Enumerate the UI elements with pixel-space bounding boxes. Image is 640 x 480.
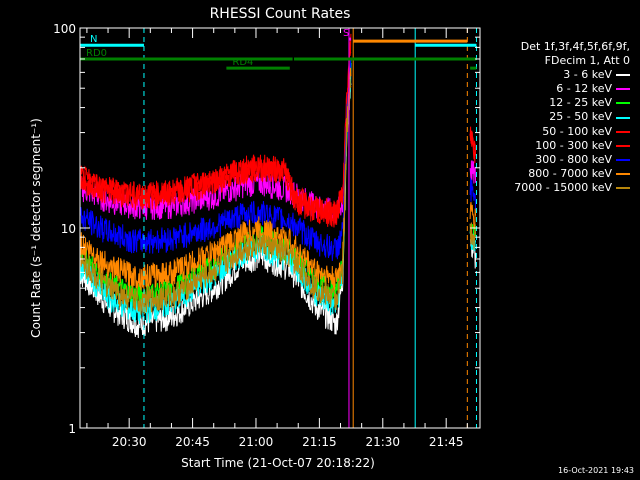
legend-item-label: 7000 - 15000 keV	[514, 180, 612, 194]
legend-item: 3 - 6 keV	[470, 68, 630, 82]
axes-box	[79, 27, 481, 429]
y-tick-label: 1	[68, 422, 76, 436]
legend-item-label: 50 - 100 keV	[542, 124, 612, 138]
y-tick-label: 10	[61, 222, 76, 236]
legend: Det 1f,3f,4f,5f,6f,9f, FDecim 1, Att 0 3…	[470, 40, 630, 195]
legend-item: 25 - 50 keV	[470, 110, 630, 124]
series-line	[79, 79, 477, 315]
legend-item: 50 - 100 keV	[470, 125, 630, 139]
legend-item: 6 - 12 keV	[470, 82, 630, 96]
legend-swatch	[616, 88, 630, 91]
x-tick-label: 21:15	[302, 435, 337, 449]
legend-swatch	[616, 144, 630, 147]
chart-title: RHESSI Count Rates	[210, 6, 351, 22]
legend-item-label: 800 - 7000 keV	[528, 166, 612, 180]
legend-item-label: 300 - 800 keV	[535, 152, 612, 166]
legend-swatch	[616, 130, 630, 133]
state-bar-label: N	[90, 34, 97, 45]
legend-swatch	[616, 116, 630, 119]
legend-items: 3 - 6 keV 6 - 12 keV 12 - 25 keV 25 - 50 ke…	[470, 68, 630, 195]
series-line	[79, 59, 477, 262]
x-tick-label: 20:30	[112, 435, 147, 449]
x-tick-label: 21:30	[365, 435, 400, 449]
legend-swatch	[616, 186, 630, 189]
state-bar-label: RD0	[86, 48, 107, 59]
legend-item-label: 25 - 50 keV	[549, 110, 612, 124]
legend-item: 12 - 25 keV	[470, 96, 630, 110]
legend-swatch	[616, 74, 630, 77]
y-axis-label: Count Rate (s⁻¹ detector segment⁻¹)	[29, 118, 43, 338]
y-tick-label: 100	[53, 22, 76, 36]
series-line	[79, 51, 477, 228]
state-bar-label: RD4	[232, 57, 253, 68]
legend-item: 7000 - 15000 keV	[470, 181, 630, 195]
legend-swatch	[616, 102, 630, 105]
legend-item-label: 100 - 300 keV	[535, 138, 612, 152]
legend-item-label: 12 - 25 keV	[549, 96, 612, 110]
x-tick-label: 21:00	[239, 435, 274, 449]
legend-item-label: 3 - 6 keV	[563, 68, 612, 82]
legend-header-line: Det 1f,3f,4f,5f,6f,9f,	[520, 40, 630, 53]
legend-item: 100 - 300 keV	[470, 139, 630, 153]
legend-header-line: FDecim 1, Att 0	[544, 54, 630, 68]
timestamp: 16-Oct-2021 19:43	[558, 466, 634, 475]
x-axis-label: Start Time (21-Oct-07 20:18:22)	[181, 456, 375, 470]
legend-swatch	[616, 172, 630, 175]
state-bar-label: S	[343, 28, 349, 39]
legend-item-label: 6 - 12 keV	[556, 82, 612, 96]
x-tick-label: 20:45	[175, 435, 210, 449]
legend-swatch	[616, 158, 630, 161]
legend-item: 300 - 800 keV	[470, 153, 630, 167]
x-tick-label: 21:45	[429, 435, 464, 449]
legend-item: 800 - 7000 keV	[470, 167, 630, 181]
